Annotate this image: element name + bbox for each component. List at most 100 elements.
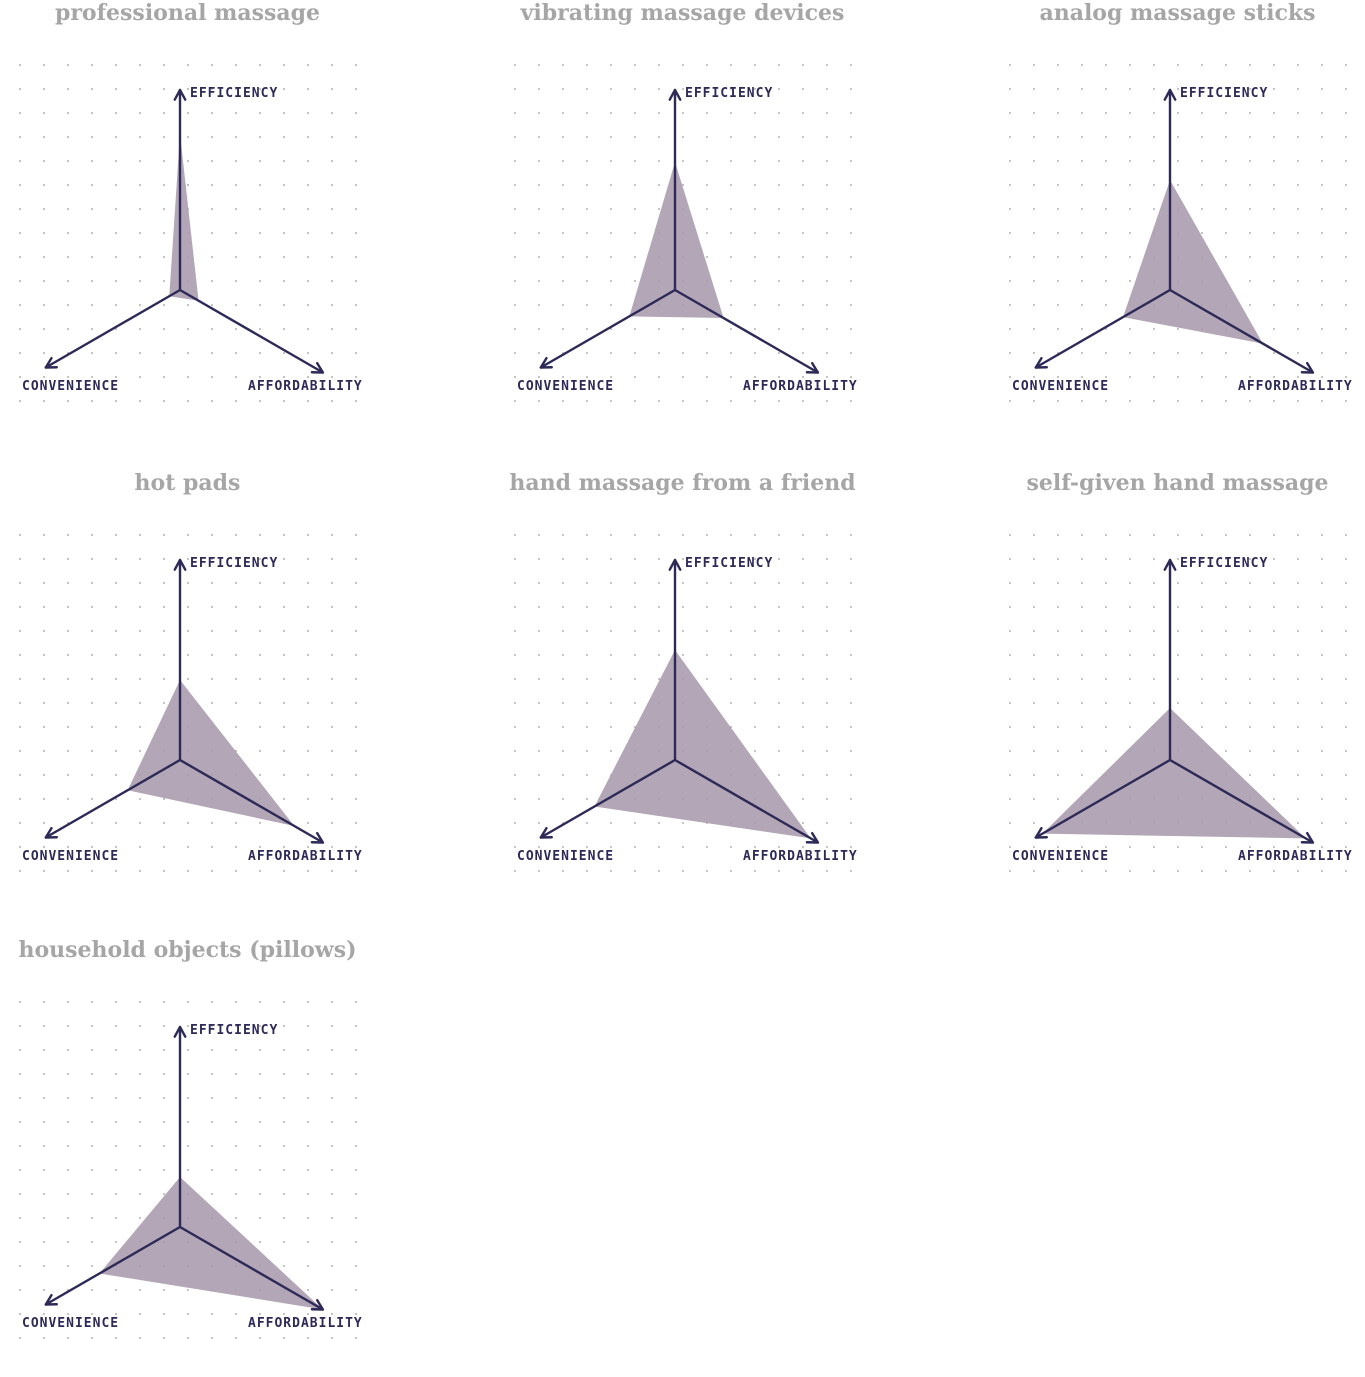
- grid-dot: [514, 400, 516, 402]
- grid-dot: [514, 678, 516, 680]
- grid-dot: [43, 1121, 45, 1123]
- grid-dot: [1273, 280, 1275, 282]
- grid-dot: [91, 352, 93, 354]
- grid-dot: [235, 1145, 237, 1147]
- grid-dot: [1153, 678, 1155, 680]
- grid-dot: [778, 582, 780, 584]
- grid-dot: [586, 702, 588, 704]
- grid-dot: [187, 136, 189, 138]
- grid-dot: [331, 256, 333, 258]
- grid-dot: [283, 1265, 285, 1267]
- grid-dot: [850, 232, 852, 234]
- grid-dot: [682, 160, 684, 162]
- grid-dot: [331, 1313, 333, 1315]
- grid-dot: [1033, 870, 1035, 872]
- grid-dot: [538, 846, 540, 848]
- grid-dot: [211, 1145, 213, 1147]
- grid-dot: [19, 1025, 21, 1027]
- grid-dot: [259, 400, 261, 402]
- grid-dot: [187, 846, 189, 848]
- grid-dot: [1081, 280, 1083, 282]
- grid-dot: [1249, 654, 1251, 656]
- grid-dot: [1033, 376, 1035, 378]
- grid-dot: [826, 798, 828, 800]
- grid-dot: [307, 1337, 309, 1339]
- grid-dot: [115, 1025, 117, 1027]
- grid-dot: [331, 1001, 333, 1003]
- grid-dot: [730, 64, 732, 66]
- grid-dot: [562, 678, 564, 680]
- grid-dot: [850, 654, 852, 656]
- grid-dot: [1321, 328, 1323, 330]
- grid-dot: [259, 558, 261, 560]
- grid-dot: [355, 1001, 357, 1003]
- grid-dot: [1249, 702, 1251, 704]
- grid-dot: [1105, 280, 1107, 282]
- grid-dot: [355, 1025, 357, 1027]
- grid-dot: [802, 136, 804, 138]
- grid-dot: [211, 160, 213, 162]
- grid-dot: [778, 400, 780, 402]
- grid-dot: [1249, 534, 1251, 536]
- grid-dot: [1177, 112, 1179, 114]
- grid-dot: [1009, 750, 1011, 752]
- grid-dot: [115, 256, 117, 258]
- grid-dot: [91, 798, 93, 800]
- grid-dot: [1201, 112, 1203, 114]
- grid-dot: [682, 328, 684, 330]
- grid-dot: [610, 304, 612, 306]
- grid-dot: [259, 256, 261, 258]
- grid-dot: [187, 1025, 189, 1027]
- grid-dot: [634, 846, 636, 848]
- grid-dot: [682, 846, 684, 848]
- grid-dot: [706, 846, 708, 848]
- grid-dot: [163, 328, 165, 330]
- grid-dot: [850, 702, 852, 704]
- grid-dot: [1297, 702, 1299, 704]
- grid-dot: [331, 88, 333, 90]
- grid-dot: [235, 304, 237, 306]
- grid-dot: [514, 160, 516, 162]
- grid-dot: [331, 654, 333, 656]
- grid-dot: [1057, 558, 1059, 560]
- grid-dot: [1057, 654, 1059, 656]
- grid-dot: [355, 678, 357, 680]
- grid-dot: [355, 376, 357, 378]
- grid-dot: [67, 558, 69, 560]
- grid-dot: [163, 702, 165, 704]
- chart-title: vibrating massage devices: [520, 0, 845, 26]
- grid-dot: [634, 328, 636, 330]
- grid-dot: [754, 726, 756, 728]
- grid-dot: [43, 1169, 45, 1171]
- grid-dot: [1249, 112, 1251, 114]
- grid-dot: [1201, 654, 1203, 656]
- grid-dot: [514, 232, 516, 234]
- grid-dot: [1057, 400, 1059, 402]
- grid-dot: [514, 798, 516, 800]
- grid-dot: [1249, 64, 1251, 66]
- grid-dot: [307, 112, 309, 114]
- grid-dot: [1345, 774, 1347, 776]
- grid-dot: [259, 1025, 261, 1027]
- grid-dot: [355, 1073, 357, 1075]
- grid-dot: [331, 822, 333, 824]
- grid-dot: [211, 232, 213, 234]
- grid-dot: [1153, 654, 1155, 656]
- grid-dot: [235, 534, 237, 536]
- grid-dot: [259, 136, 261, 138]
- grid-dot: [235, 88, 237, 90]
- grid-dot: [1321, 678, 1323, 680]
- grid-dot: [682, 534, 684, 536]
- grid-dot: [826, 870, 828, 872]
- grid-dot: [115, 606, 117, 608]
- grid-dot: [1201, 208, 1203, 210]
- grid-dot: [115, 112, 117, 114]
- grid-dot: [538, 606, 540, 608]
- grid-dot: [682, 870, 684, 872]
- grid-dot: [802, 870, 804, 872]
- grid-dot: [91, 88, 93, 90]
- grid-dot: [658, 678, 660, 680]
- axis-label-efficiency: EFFICIENCY: [190, 86, 278, 101]
- grid-dot: [538, 208, 540, 210]
